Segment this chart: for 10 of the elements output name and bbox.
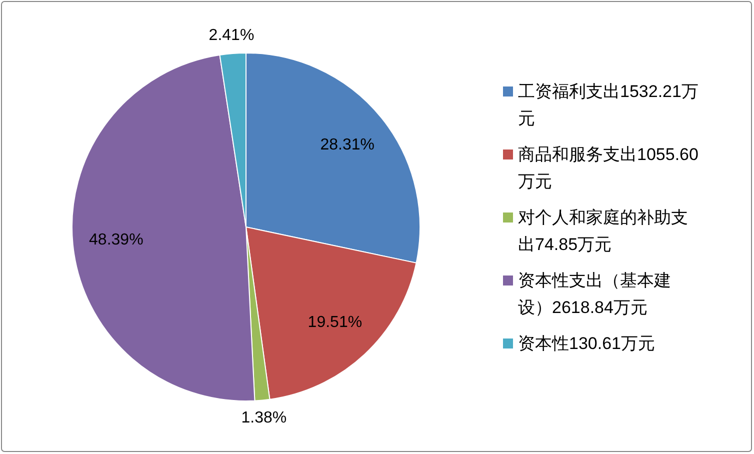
legend-label: 对个人和家庭的补助支出74.85万元: [518, 208, 688, 254]
legend-label: 工资福利支出1532.21万元: [518, 82, 698, 128]
data-label: 48.39%: [89, 232, 144, 249]
data-label: 19.51%: [308, 314, 362, 331]
legend-label: 资本性130.61万元: [518, 334, 655, 353]
data-label: 1.38%: [241, 410, 287, 427]
data-label: 2.41%: [208, 27, 254, 44]
legend-label: 商品和服务支出1055.60万元: [518, 145, 698, 191]
data-label: 28.31%: [320, 136, 374, 154]
legend-label: 资本性支出（基本建设）2618.84万元: [518, 271, 671, 317]
